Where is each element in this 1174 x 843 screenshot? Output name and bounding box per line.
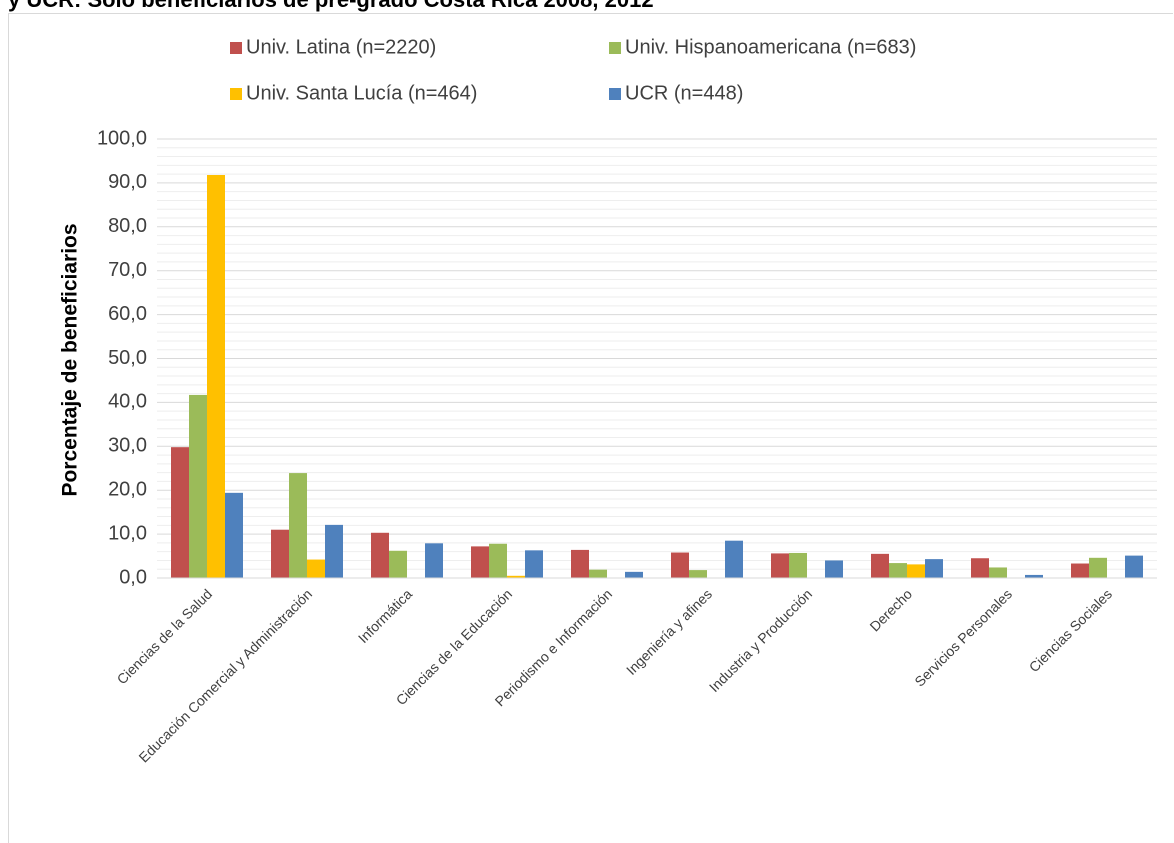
bar (489, 543, 507, 578)
legend-label: UCR (n=448) (625, 82, 743, 104)
bar (907, 564, 925, 578)
x-tick-label: Derecho (866, 586, 915, 635)
legend: Univ. Latina (n=2220) Univ. Hispanoameric… (230, 36, 916, 104)
y-tick-label: 90,0 (108, 171, 147, 193)
y-tick-label: 100,0 (97, 127, 147, 149)
legend-item: Univ. Santa Lucía (n=464) (230, 82, 477, 104)
bars (171, 174, 1143, 579)
bar (671, 552, 689, 578)
x-tick-label: Ciencias Sociales (1026, 586, 1115, 675)
y-tick-label: 10,0 (108, 522, 147, 544)
y-tick-label: 40,0 (108, 391, 147, 413)
y-axis-ticks: 0,0 10,0 20,0 30,0 40,0 50,0 60,0 70,0 80,0 90,0 1… (97, 127, 147, 588)
bar (925, 559, 943, 578)
legend-label: Univ. Hispanoamericana (n=683) (625, 36, 916, 58)
bar (889, 563, 907, 578)
y-tick-label: 80,0 (108, 215, 147, 237)
x-tick-label: Servicios Personales (911, 586, 1015, 690)
legend-label: Univ. Santa Lucía (n=464) (246, 82, 477, 104)
chart-area (8, 13, 1173, 843)
y-tick-label: 70,0 (108, 259, 147, 281)
bar (625, 571, 643, 578)
bar (189, 394, 207, 578)
bar (725, 540, 743, 578)
bar (971, 558, 989, 578)
x-tick-label: Educación Comercial y Administración (135, 586, 315, 766)
bar (307, 559, 325, 578)
x-tick-label: Ciencias de la Salud (114, 586, 216, 688)
bar (425, 543, 443, 578)
bar (271, 529, 289, 578)
bar (525, 550, 543, 578)
y-tick-label: 0,0 (119, 566, 147, 588)
x-tick-label: Ingeniería y afines (623, 586, 715, 678)
bar (871, 553, 889, 578)
legend-swatch (609, 42, 621, 54)
bar (171, 447, 189, 578)
legend-swatch (230, 42, 242, 54)
y-axis-label: Porcentaje de beneficiarios (59, 223, 82, 496)
bar (471, 546, 489, 578)
bar (825, 560, 843, 578)
legend-item: Univ. Latina (n=2220) (230, 36, 436, 58)
chart-title: y UCR: Solo beneficiarios de pre-grado C… (8, 0, 654, 12)
bar (225, 492, 243, 578)
legend-label: Univ. Latina (n=2220) (246, 36, 436, 58)
bar (789, 552, 807, 578)
bar (1125, 555, 1143, 578)
legend-item: UCR (n=448) (609, 82, 743, 104)
legend-swatch (609, 88, 621, 100)
legend-item: Univ. Hispanoamericana (n=683) (609, 36, 916, 58)
y-tick-label: 50,0 (108, 347, 147, 369)
bar (989, 567, 1007, 578)
x-tick-label: Ciencias de la Educación (393, 586, 515, 708)
y-tick-label: 20,0 (108, 478, 147, 500)
bar (689, 570, 707, 578)
bar (589, 569, 607, 578)
x-tick-label: Informática (355, 586, 415, 646)
bar (507, 575, 525, 578)
bar (325, 524, 343, 578)
bar (1025, 574, 1043, 578)
x-tick-label: Industria y Producción (706, 586, 815, 695)
x-tick-label: Periodismo e Información (492, 586, 616, 710)
bar (771, 553, 789, 578)
bar (289, 473, 307, 578)
gridlines (157, 138, 1157, 570)
y-tick-label: 60,0 (108, 303, 147, 325)
bar (389, 550, 407, 578)
bar (1071, 563, 1089, 578)
bar (571, 549, 589, 578)
bar (207, 174, 225, 579)
y-tick-label: 30,0 (108, 435, 147, 457)
legend-swatch (230, 88, 242, 100)
bar (371, 532, 389, 578)
bar (1089, 557, 1107, 578)
chart-title-clip: y UCR: Solo beneficiarios de pre-grado C… (0, 0, 1174, 12)
